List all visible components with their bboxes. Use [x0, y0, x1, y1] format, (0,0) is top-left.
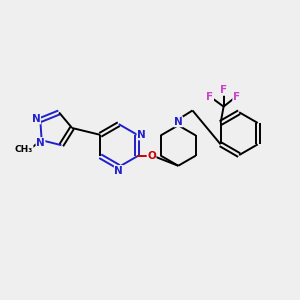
Text: O: O: [147, 151, 156, 161]
Text: N: N: [36, 138, 45, 148]
Text: N: N: [114, 166, 123, 176]
Text: N: N: [32, 114, 40, 124]
Text: N: N: [137, 130, 146, 140]
Text: CH₃: CH₃: [15, 145, 33, 154]
Text: F: F: [220, 85, 227, 95]
Text: N: N: [174, 117, 183, 127]
Text: F: F: [206, 92, 214, 102]
Text: F: F: [233, 92, 240, 102]
